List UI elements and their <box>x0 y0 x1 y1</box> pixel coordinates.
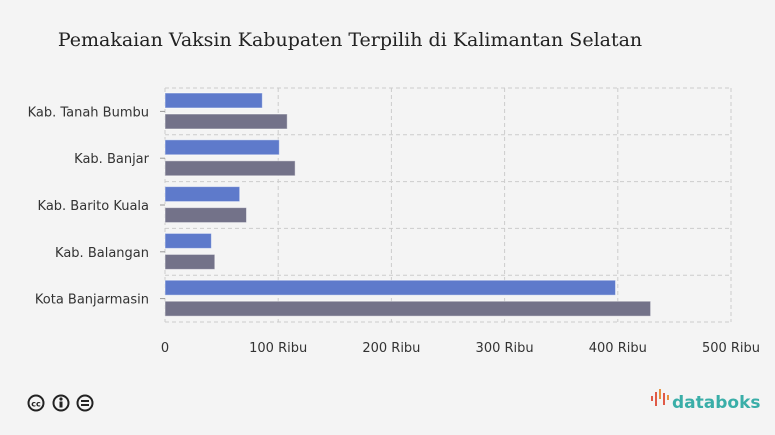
by-icon <box>52 394 70 412</box>
grid <box>160 87 732 323</box>
x-tick-label: 400 Ribu <box>589 341 647 356</box>
nd-icon <box>76 394 94 412</box>
bar-series-2 <box>164 113 288 130</box>
bar-series-1 <box>164 232 212 249</box>
y-axis-labels: Kab. Tanah Bumbu Kab. Banjar Kab. Barito K… <box>28 105 150 307</box>
x-tick-label: 0 <box>161 341 169 356</box>
bar-series-1 <box>164 186 241 203</box>
x-tick-label: 500 Ribu <box>702 341 760 356</box>
bar-series-1 <box>164 92 263 109</box>
x-tick-label: 100 Ribu <box>249 341 307 356</box>
bar-series-2 <box>164 300 652 317</box>
y-tick-label: Kab. Tanah Bumbu <box>28 105 149 120</box>
y-tick-label: Kab. Balangan <box>55 246 149 261</box>
databoks-brand: databoks <box>672 393 761 413</box>
x-axis-labels: 0 100 Ribu 200 Ribu 300 Ribu 400 Ribu 500 Rib… <box>161 341 760 356</box>
svg-text:cc: cc <box>31 400 41 409</box>
x-tick-label: 200 Ribu <box>362 341 420 356</box>
databoks-logo-icon <box>651 389 669 406</box>
cc-icon: cc <box>27 394 45 412</box>
bar-series-2 <box>164 207 248 224</box>
bar-series-2 <box>164 253 216 270</box>
y-tick-label: Kota Banjarmasin <box>35 293 149 308</box>
bar-series-1 <box>164 279 617 296</box>
x-tick-label: 300 Ribu <box>476 341 534 356</box>
y-tick-label: Kab. Banjar <box>74 152 149 167</box>
license-icons[interactable]: cc <box>27 394 94 412</box>
bar-series-2 <box>164 160 296 177</box>
chart-title: Pemakaian Vaksin Kabupaten Terpilih di K… <box>58 29 642 51</box>
databoks-logo[interactable]: databoks <box>651 389 761 413</box>
bar-series-1 <box>164 139 280 156</box>
y-tick-label: Kab. Barito Kuala <box>38 199 149 214</box>
bars <box>164 92 652 317</box>
